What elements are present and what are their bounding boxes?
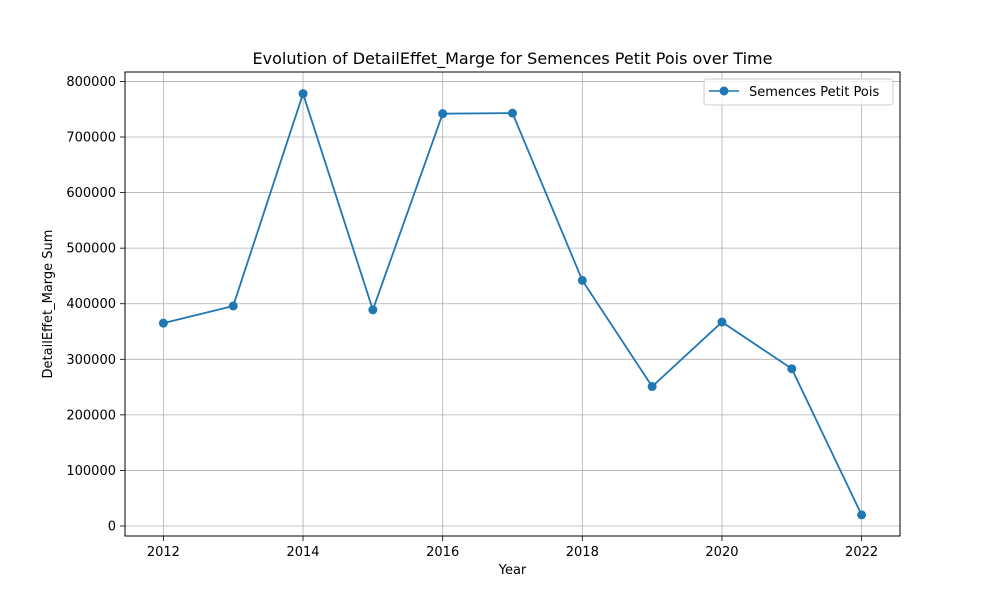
data-point	[158, 318, 168, 328]
data-point	[787, 364, 797, 374]
x-tick-label: 2016	[426, 545, 459, 560]
y-tick-label: 100000	[66, 464, 116, 479]
grid	[125, 72, 900, 536]
legend-label: Semences Petit Pois	[749, 85, 879, 100]
x-tick-label: 2014	[286, 545, 319, 560]
chart-title: Evolution of DetailEffet_Marge for Semen…	[253, 49, 773, 69]
y-tick-label: 0	[108, 519, 116, 534]
x-tick-label: 2018	[566, 545, 599, 560]
data-point	[717, 317, 727, 327]
y-tick-label: 300000	[66, 353, 116, 368]
x-tick-label: 2012	[147, 545, 180, 560]
x-tick-label: 2022	[845, 545, 878, 560]
legend-marker-sample	[719, 86, 729, 96]
y-tick-label: 500000	[66, 242, 116, 257]
data-point	[438, 109, 448, 119]
y-tick-label: 800000	[66, 75, 116, 90]
axis-ticks: 2012 2014 2016 2018 2020 2022 0 100000 200000 300…	[66, 75, 878, 560]
legend: Semences Petit Pois	[703, 78, 894, 106]
series-layer	[158, 89, 867, 520]
data-point	[647, 382, 657, 392]
y-axis-label: DetailEffet_Marge Sum	[41, 230, 56, 379]
data-point	[228, 301, 238, 311]
data-point	[368, 305, 378, 315]
data-point	[857, 510, 867, 520]
x-tick-label: 2020	[705, 545, 738, 560]
y-tick-label: 200000	[66, 408, 116, 423]
x-axis-label: Year	[498, 563, 527, 578]
data-point	[298, 89, 308, 99]
y-tick-label: 600000	[66, 186, 116, 201]
y-tick-label: 700000	[66, 131, 116, 146]
legend-box	[703, 78, 894, 106]
data-point	[577, 275, 587, 285]
data-point	[508, 108, 517, 118]
y-tick-label: 400000	[66, 297, 116, 312]
